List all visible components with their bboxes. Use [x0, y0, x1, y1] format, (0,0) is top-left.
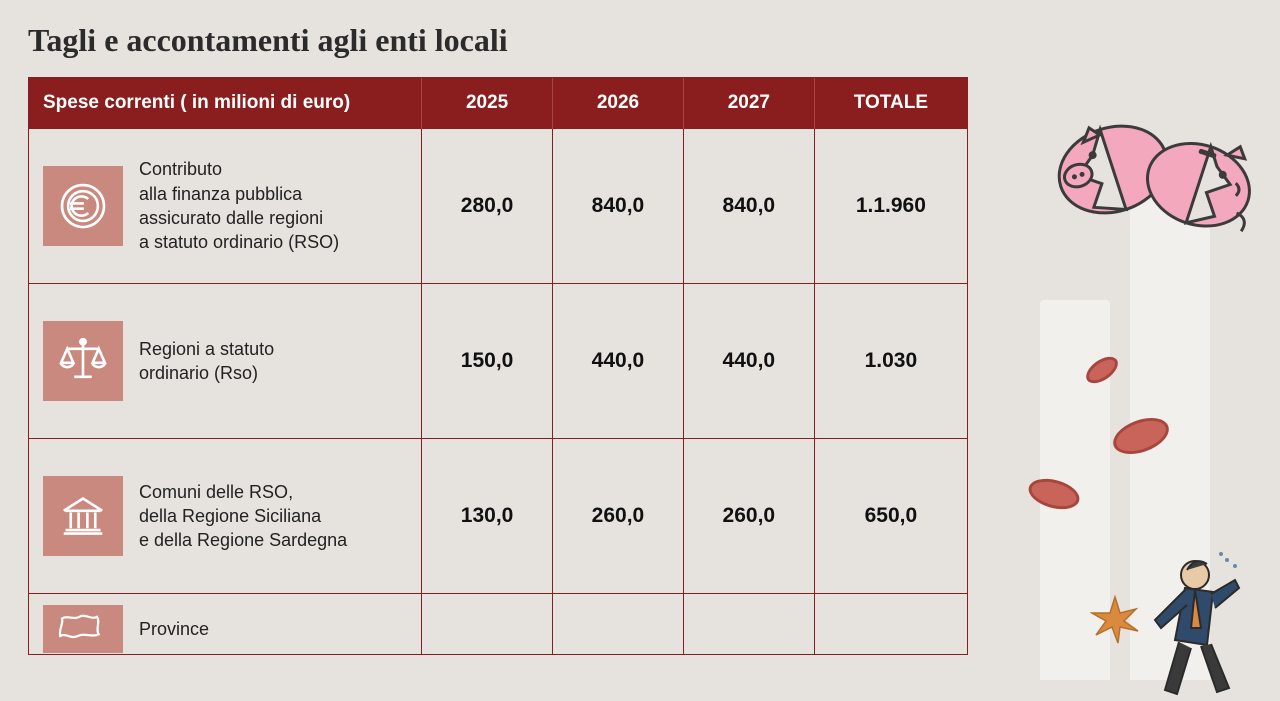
- col-header-2027: 2027: [683, 78, 814, 129]
- cell-value: 260,0: [553, 439, 684, 594]
- coin-euro-icon: [43, 166, 123, 246]
- row-label: Comuni delle RSO,della Regione Siciliana…: [139, 480, 347, 553]
- cell-total: 1.030: [814, 284, 967, 439]
- row-label: Contributoalla finanza pubblicaassicurat…: [139, 157, 339, 254]
- impact-burst-icon: [1090, 595, 1140, 645]
- table-row: Contributoalla finanza pubblicaassicurat…: [29, 129, 967, 284]
- cell-value: [683, 594, 814, 654]
- bg-bar: [1040, 300, 1110, 680]
- table-header-row: Spese correnti ( in milioni di euro) 202…: [29, 78, 967, 129]
- row-label: Province: [139, 617, 209, 641]
- coin-icon: [1082, 351, 1123, 388]
- illustration: [980, 80, 1280, 700]
- cell-value: [422, 594, 553, 654]
- col-header-label: Spese correnti ( in milioni di euro): [29, 78, 422, 129]
- cell-total: [814, 594, 967, 654]
- person-falling-icon: [1135, 550, 1245, 700]
- cell-value: 130,0: [422, 439, 553, 594]
- cell-value: 280,0: [422, 129, 553, 284]
- coin-icon: [1025, 474, 1082, 515]
- building-icon: [43, 476, 123, 556]
- table-row: Province: [29, 594, 967, 654]
- cell-value: [553, 594, 684, 654]
- cell-total: 650,0: [814, 439, 967, 594]
- coin-icon: [1108, 411, 1173, 461]
- map-icon: [43, 605, 123, 653]
- table-row: Comuni delle RSO,della Regione Siciliana…: [29, 439, 967, 594]
- col-header-2025: 2025: [422, 78, 553, 129]
- bg-bar: [1130, 180, 1210, 680]
- cell-value: 150,0: [422, 284, 553, 439]
- scales-icon: [43, 321, 123, 401]
- cell-value: 840,0: [683, 129, 814, 284]
- budget-table: Spese correnti ( in milioni di euro) 202…: [28, 77, 968, 655]
- cell-value: 260,0: [683, 439, 814, 594]
- col-header-2026: 2026: [553, 78, 684, 129]
- cell-total: 1.1.960: [814, 129, 967, 284]
- table-row: Regioni a statutoordinario (Rso) 150,0 4…: [29, 284, 967, 439]
- page-title: Tagli e accontamenti agli enti locali: [0, 0, 1280, 77]
- cell-value: 440,0: [683, 284, 814, 439]
- row-label: Regioni a statutoordinario (Rso): [139, 337, 274, 386]
- cell-value: 840,0: [553, 129, 684, 284]
- col-header-total: TOTALE: [814, 78, 967, 129]
- piggy-bank-broken-icon: [1040, 90, 1260, 270]
- cell-value: 440,0: [553, 284, 684, 439]
